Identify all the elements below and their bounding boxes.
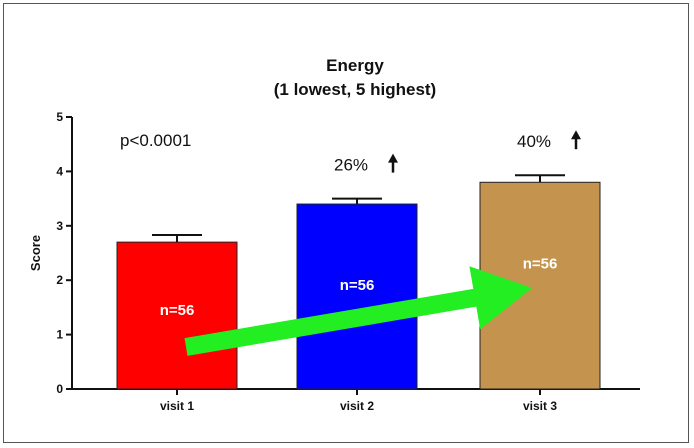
y-tick-label: 5 xyxy=(56,110,63,124)
y-tick-label: 3 xyxy=(56,219,63,233)
x-tick-label: visit 1 xyxy=(160,399,194,413)
chart-title: Energy xyxy=(326,56,384,75)
trend-arrow xyxy=(184,266,532,356)
up-arrow-head-icon xyxy=(571,130,581,140)
bar xyxy=(296,203,418,390)
y-tick-label: 4 xyxy=(56,164,63,178)
chart-subtitle: (1 lowest, 5 highest) xyxy=(274,80,436,99)
sample-size-label: n=56 xyxy=(523,255,558,272)
up-arrow-head-icon xyxy=(388,153,398,163)
increase-label: 40% xyxy=(517,132,551,151)
y-tick-label: 1 xyxy=(56,328,63,342)
y-axis-label: Score xyxy=(28,235,43,271)
green-trend-arrow-icon xyxy=(184,266,532,356)
sample-size-label: n=56 xyxy=(340,277,375,294)
p-value-annotation: p<0.0001 xyxy=(120,131,191,150)
x-tick-label: visit 2 xyxy=(340,399,374,413)
increase-label: 26% xyxy=(334,156,368,175)
y-tick-label: 2 xyxy=(56,273,63,287)
y-tick-label: 0 xyxy=(56,382,63,396)
sample-size-label: n=56 xyxy=(160,302,195,319)
bars: n=56 n=56 26% n=56 40% xyxy=(116,130,601,390)
x-tick-label: visit 3 xyxy=(523,399,557,413)
